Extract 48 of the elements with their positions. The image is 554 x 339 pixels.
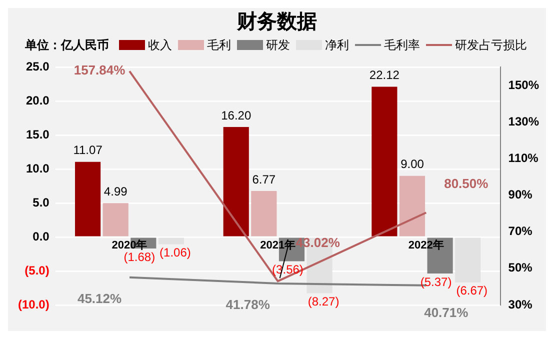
data-label: 22.12: [369, 68, 400, 82]
legend-label: 毛利率: [384, 36, 420, 54]
y2-tick-label: 130%: [508, 114, 540, 128]
y-tick-label: 20.0: [26, 93, 50, 108]
legend-label: 毛利: [207, 36, 231, 54]
chart-title: 财务数据: [236, 10, 318, 35]
legend-label: 净利: [325, 36, 349, 54]
y2-tick-label: 150%: [508, 78, 540, 92]
bar: [455, 238, 481, 282]
data-label: 16.20: [221, 108, 252, 122]
y-tick-label: (10.0): [18, 297, 50, 312]
legend-label: 收入: [148, 36, 172, 54]
bar: [372, 86, 398, 236]
bar: [158, 238, 184, 244]
y2-tick-label: 70%: [508, 224, 533, 238]
x-tick-label: 2022年: [408, 238, 444, 252]
y-tick-label: 0.0: [32, 229, 50, 244]
data-label: 40.71%: [424, 304, 469, 320]
y2-tick-label: 110%: [508, 150, 539, 165]
data-label: (1.06): [160, 246, 191, 260]
data-label: 45.12%: [77, 290, 122, 306]
data-label: 80.50%: [444, 176, 489, 192]
y2-tick-label: 50%: [508, 260, 533, 275]
bar: [223, 126, 249, 236]
data-label: (5.37): [420, 274, 452, 289]
data-label: (6.67): [456, 284, 488, 298]
y-tick-label: (5.0): [24, 263, 50, 278]
bar: [75, 162, 101, 236]
data-label: 11.07: [73, 143, 103, 158]
data-label: 6.77: [252, 172, 276, 186]
legend-label: 研发占亏损比: [455, 36, 527, 54]
bar: [251, 191, 277, 236]
y-tick-label: 15.0: [26, 127, 50, 142]
legend-label: 研发: [266, 36, 290, 54]
y-axis-title: 单位：亿人民币: [25, 36, 109, 54]
data-label: (8.27): [308, 294, 340, 309]
data-label: 41.78%: [226, 297, 270, 312]
y2-tick-label: 90%: [508, 188, 533, 202]
y-tick-label: 10.0: [26, 161, 50, 176]
data-label: 157.84%: [74, 62, 126, 78]
y2-tick-label: 30%: [508, 297, 533, 312]
bar: [399, 176, 426, 236]
y-tick-label: 25.0: [26, 60, 50, 74]
y-tick-label: 5.0: [32, 195, 50, 210]
data-label: (1.68): [124, 250, 156, 264]
bar: [102, 203, 128, 236]
data-label: 4.99: [104, 184, 128, 198]
data-label: 9.00: [400, 157, 424, 172]
